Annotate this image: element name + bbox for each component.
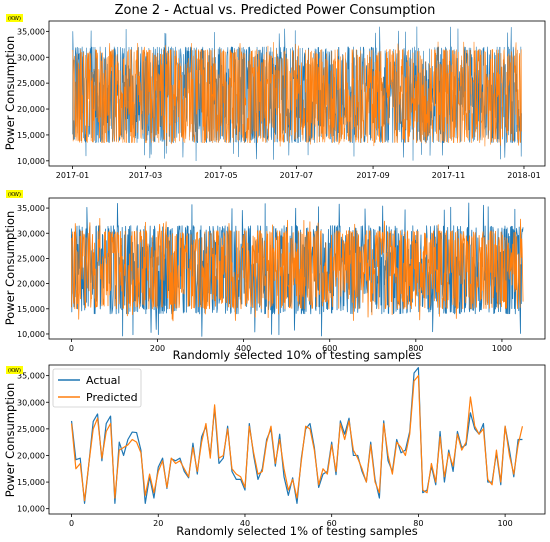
x-tick-label: 2017-07 <box>280 171 313 180</box>
unit-label-3: (KW) <box>8 368 21 374</box>
x-tick-label: 2017-03 <box>129 171 162 180</box>
x-tick-label: 800 <box>408 344 423 353</box>
x-tick-label: 2017-01 <box>56 171 89 180</box>
y-axis-label-2: Power Consumption <box>3 211 17 326</box>
x-axis-label-2: Randomly selected 10% of testing samples <box>173 348 422 362</box>
x-tick-label: 80 <box>413 519 423 528</box>
y-tick-label: 30,000 <box>17 229 45 238</box>
y-tick-label: 20,000 <box>17 280 45 289</box>
x-tick-label: 200 <box>150 344 165 353</box>
unit-badge-3 <box>6 366 23 374</box>
y-tick-label: 30,000 <box>17 53 45 62</box>
y-tick-label: 15,000 <box>17 131 45 140</box>
y-tick-label: 15,000 <box>17 305 45 314</box>
series-layer-1 <box>72 26 522 162</box>
x-tick-label: 40 <box>240 519 250 528</box>
y-tick-label: 25,000 <box>17 254 45 263</box>
y-tick-label: 20,000 <box>17 451 45 460</box>
x-tick-label: 2018-01 <box>507 171 540 180</box>
legend-label-actual: Actual <box>86 374 120 387</box>
x-tick-label: 2017-11 <box>432 171 465 180</box>
series-layer-2 <box>70 202 524 337</box>
y-tick-label: 10,000 <box>17 505 45 514</box>
unit-badge-1 <box>6 14 23 22</box>
y-axis-label-3: Power Consumption <box>3 383 17 498</box>
x-axis-label-3: Randomly selected 1% of testing samples <box>176 524 417 538</box>
panel-10-percent: 10,000 15,000 20,000 25,000 30,000 35,000 0 200… <box>3 190 546 362</box>
series-layer-3 <box>70 367 524 504</box>
x-tick-label: 0 <box>69 519 74 528</box>
x-tick-label: 0 <box>69 344 74 353</box>
x-tick-label: 100 <box>497 519 512 528</box>
x-tick-label: 1000 <box>492 344 512 353</box>
series-line-predicted <box>72 41 522 147</box>
y-axis-label-1: Power Consumption <box>3 36 17 151</box>
y-tick-label: 35,000 <box>17 372 45 381</box>
y-tick-label: 25,000 <box>17 79 45 88</box>
x-tick-label: 400 <box>236 344 251 353</box>
panel-1-percent: 10,000 15,000 20,000 25,000 30,000 35,000 0 20 4… <box>3 364 546 538</box>
y-tick-label: 15,000 <box>17 478 45 487</box>
x-tick-label: 600 <box>322 344 337 353</box>
y-tick-label: 35,000 <box>17 204 45 213</box>
y-tick-label: 20,000 <box>17 105 45 114</box>
series-line-predicted <box>70 375 524 502</box>
legend-label-predicted: Predicted <box>86 391 138 404</box>
unit-label-2: (KW) <box>8 192 21 198</box>
x-tick-label: 20 <box>153 519 163 528</box>
figure-title: Zone 2 - Actual vs. Predicted Power Cons… <box>115 3 436 18</box>
x-tick-label: 2017-09 <box>356 171 389 180</box>
panel-full-year: 10,000 15,000 20,000 25,000 30,000 35,000 2017… <box>3 14 546 180</box>
y-tick-label: 10,000 <box>17 330 45 339</box>
x-tick-label: 60 <box>327 519 337 528</box>
legend: Actual Predicted <box>52 368 142 408</box>
axis-layer-3: 10,000 15,000 20,000 25,000 30,000 35,000 0 20 4… <box>17 372 513 528</box>
axis-layer-2: 10,000 15,000 20,000 25,000 30,000 35,000 0 200… <box>17 204 512 353</box>
y-tick-label: 25,000 <box>17 425 45 434</box>
axis-layer-1: 10,000 15,000 20,000 25,000 30,000 35,000 2017… <box>17 27 541 180</box>
series-line-actual <box>70 202 524 337</box>
x-tick-label: 2017-05 <box>204 171 237 180</box>
y-tick-label: 35,000 <box>17 27 45 36</box>
unit-label-1: (KW) <box>8 16 21 22</box>
series-line-predicted <box>70 217 524 322</box>
y-tick-label: 30,000 <box>17 398 45 407</box>
y-tick-label: 10,000 <box>17 157 45 166</box>
unit-badge-2 <box>6 190 23 198</box>
